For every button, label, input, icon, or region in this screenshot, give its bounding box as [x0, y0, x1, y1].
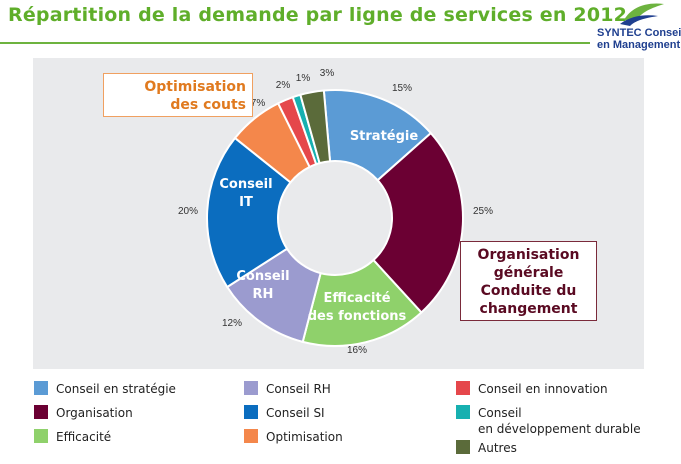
legend-label: Conseil RH [266, 382, 331, 396]
pct-label-organisation: 25% [473, 206, 493, 217]
inner-label-conseil-si-0: Conseil [219, 177, 272, 192]
legend-item-conseil-en-innovation: Conseil en innovation [456, 381, 608, 397]
pct-label-efficacit-: 16% [347, 345, 367, 356]
legend-item-optimisation: Optimisation [244, 429, 343, 445]
inner-label-conseil-si-1: IT [239, 195, 253, 210]
legend-item-conseil-en-d-veloppement-durable: Conseil en développement durable [456, 405, 641, 437]
legend-label: Autres [478, 441, 517, 455]
legend-swatch [244, 405, 258, 419]
callout-optimisation-line2: des couts [170, 97, 246, 113]
legend-swatch [34, 405, 48, 419]
legend-item-conseil-en-strat-gie: Conseil en stratégie [34, 381, 176, 397]
legend-swatch [34, 381, 48, 395]
legend-swatch [456, 440, 470, 454]
logo-text-line1: SYNTEC Conseil [597, 27, 681, 39]
legend-item-autres: Autres [456, 440, 517, 456]
legend-label: Conseil en développement durable [478, 406, 641, 436]
legend-label: Optimisation [266, 430, 343, 444]
pct-label-conseil-si: 20% [178, 206, 198, 217]
pct-label-conseil-en-strat-gie: 15% [392, 83, 412, 94]
legend-swatch [456, 381, 470, 395]
slice-organisation [372, 131, 464, 314]
legend-item-conseil-rh: Conseil RH [244, 381, 331, 397]
callout-organisation-line3: Conduite du [480, 283, 577, 299]
callout-organisation-line2: générale [493, 265, 564, 281]
legend-label: Conseil SI [266, 406, 325, 420]
pct-label-conseil-en-d-veloppement-durable: 1% [296, 73, 311, 84]
pct-label-optimisation: 7% [251, 98, 266, 109]
legend-swatch [244, 429, 258, 443]
legend-swatch [34, 429, 48, 443]
callout-organisation: Organisation générale Conduite du change… [460, 241, 597, 321]
syntec-logo-mark [620, 3, 664, 26]
logo-text-line2: en Management [597, 39, 681, 51]
inner-label-efficacit--0: Efficacité [323, 291, 390, 306]
slice-autres [299, 89, 332, 165]
legend-swatch [456, 405, 470, 419]
legend-item-efficacit-: Efficacité [34, 429, 111, 445]
pct-label-conseil-en-innovation: 2% [276, 80, 291, 91]
inner-label-efficacit--1: des fonctions [308, 309, 407, 324]
callout-organisation-line4: changement [479, 301, 578, 317]
legend-swatch [244, 381, 258, 395]
legend-label: Organisation [56, 406, 133, 420]
callout-optimisation-line1: Optimisation [144, 79, 246, 95]
legend-label: Conseil en innovation [478, 382, 608, 396]
callout-organisation-line1: Organisation [477, 247, 580, 263]
legend-item-organisation: Organisation [34, 405, 133, 421]
title-divider [0, 42, 590, 44]
inner-label-conseil-en-strat-gie-0: Stratégie [350, 129, 419, 144]
callout-optimisation: Optimisation des couts [103, 73, 253, 117]
pct-label-conseil-rh: 12% [222, 318, 242, 329]
inner-label-conseil-rh-1: RH [253, 287, 274, 302]
pct-label-autres: 3% [320, 68, 335, 79]
legend-label: Conseil en stratégie [56, 382, 176, 396]
slice-conseil-si [206, 136, 292, 289]
legend-label: Efficacité [56, 430, 112, 444]
page-title: Répartition de la demande par ligne de s… [8, 4, 628, 26]
inner-label-conseil-rh-0: Conseil [236, 269, 289, 284]
legend-item-conseil-si: Conseil SI [244, 405, 325, 421]
